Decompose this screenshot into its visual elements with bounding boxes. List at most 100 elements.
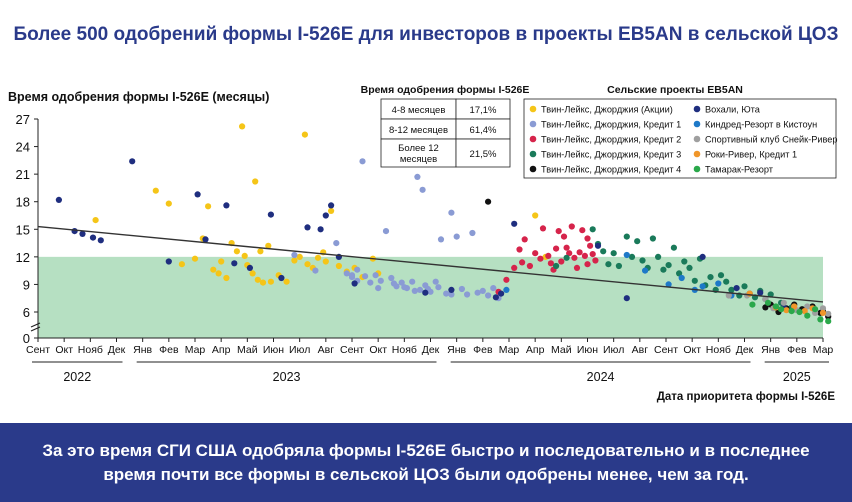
legend-label: Твин-Лейкс, Джорджия, Кредит 3 bbox=[541, 150, 681, 160]
x-tick-label: Сент bbox=[654, 344, 678, 356]
data-point bbox=[576, 249, 583, 256]
y-tick-label: 18 bbox=[16, 195, 30, 210]
data-point bbox=[532, 250, 539, 257]
data-point bbox=[655, 253, 662, 260]
x-tick-label: Дек bbox=[736, 344, 754, 356]
data-point bbox=[367, 279, 374, 286]
legend-label: Тамарак-Резорт bbox=[705, 165, 774, 175]
data-point bbox=[333, 240, 340, 247]
legend-marker bbox=[693, 105, 701, 113]
x-tick-label: Июл bbox=[289, 344, 310, 356]
data-point bbox=[419, 186, 426, 193]
data-point bbox=[129, 158, 136, 165]
data-point bbox=[660, 266, 667, 273]
data-point bbox=[665, 262, 672, 269]
data-point bbox=[205, 203, 212, 210]
data-point bbox=[566, 250, 573, 257]
data-point bbox=[553, 262, 560, 270]
data-point bbox=[490, 285, 497, 292]
data-point bbox=[304, 224, 311, 231]
x-tick-label: Окт bbox=[369, 344, 387, 356]
data-point bbox=[526, 262, 534, 270]
data-point bbox=[725, 292, 732, 299]
footer-text: За это время СГИ США одобряла формы I-52… bbox=[42, 440, 810, 484]
table-row-value: 17,1% bbox=[470, 105, 497, 116]
data-point bbox=[699, 283, 706, 290]
legend-marker bbox=[693, 150, 701, 158]
table-row-label: 4-8 месяцев bbox=[392, 105, 446, 116]
y-axis-title: Время одобрения формы I-526E (месяцы) bbox=[8, 90, 269, 104]
data-point bbox=[448, 209, 455, 216]
data-point bbox=[558, 258, 565, 265]
data-point bbox=[511, 264, 518, 271]
data-point bbox=[194, 191, 201, 198]
data-point bbox=[628, 253, 636, 260]
data-point bbox=[783, 307, 790, 314]
data-point bbox=[416, 286, 424, 293]
data-point bbox=[678, 274, 685, 282]
data-point bbox=[749, 301, 756, 308]
table-row-label: Более 12 bbox=[398, 143, 439, 154]
data-point bbox=[239, 123, 246, 130]
data-point bbox=[231, 260, 238, 267]
data-point bbox=[571, 254, 578, 261]
legend-label: Твин-Лейкс, Джорджия, Кредит 2 bbox=[541, 135, 681, 145]
data-point bbox=[55, 196, 63, 203]
x-tick-label: Окт bbox=[683, 344, 701, 356]
data-point bbox=[516, 246, 523, 253]
data-point bbox=[791, 303, 798, 310]
data-point bbox=[623, 295, 630, 302]
legend-marker bbox=[529, 120, 537, 128]
x-tick-label: Нояб bbox=[392, 344, 417, 356]
year-label: 2022 bbox=[63, 370, 91, 384]
data-point bbox=[519, 259, 526, 266]
x-tick-label: Сент bbox=[26, 344, 50, 356]
data-point bbox=[555, 228, 562, 235]
data-point bbox=[249, 270, 256, 277]
data-point bbox=[448, 286, 455, 293]
data-point bbox=[432, 278, 439, 285]
data-point bbox=[762, 304, 769, 311]
x-tick-label: Фев bbox=[159, 344, 179, 356]
data-point bbox=[733, 285, 740, 292]
data-point bbox=[296, 253, 303, 260]
data-point bbox=[202, 236, 209, 243]
data-point bbox=[314, 254, 322, 261]
data-point bbox=[246, 264, 253, 271]
data-point bbox=[354, 266, 361, 273]
x-axis-title: Дата приоритета формы I-526E bbox=[657, 391, 836, 403]
data-point bbox=[560, 233, 568, 240]
data-point bbox=[746, 290, 753, 297]
data-point bbox=[623, 251, 630, 259]
data-point bbox=[819, 305, 827, 312]
data-point bbox=[686, 264, 693, 271]
data-point bbox=[532, 212, 539, 219]
data-point bbox=[691, 277, 698, 284]
x-tick-label: Дек bbox=[422, 344, 440, 356]
data-point bbox=[411, 287, 418, 294]
data-point bbox=[584, 261, 591, 268]
data-point bbox=[401, 284, 408, 291]
x-tick-label: Мар bbox=[185, 344, 206, 356]
data-point bbox=[362, 273, 369, 280]
data-point bbox=[788, 308, 795, 315]
data-point bbox=[304, 261, 311, 268]
legend-marker bbox=[529, 105, 537, 113]
data-point bbox=[503, 286, 510, 293]
scatter-chart: 0 6 9 12 15 18 21 24 27 Время одобрения формы I-5… bbox=[8, 84, 838, 403]
table-title: Время одобрения формы I-526E bbox=[361, 84, 530, 96]
data-point bbox=[485, 198, 492, 205]
data-point bbox=[414, 173, 421, 180]
data-point bbox=[398, 279, 405, 286]
data-point bbox=[479, 287, 486, 294]
y-tick-label: 15 bbox=[16, 222, 30, 237]
data-point bbox=[498, 290, 505, 297]
data-point bbox=[79, 230, 86, 237]
data-point bbox=[464, 291, 471, 298]
x-tick-label: Май bbox=[551, 344, 572, 356]
legend-label: Твин-Лейкс, Джорджия, Кредит 1 bbox=[541, 120, 681, 130]
x-tick-label: Нояб bbox=[706, 344, 731, 356]
data-point bbox=[312, 267, 319, 274]
x-tick-label: Июн bbox=[577, 344, 598, 356]
y-tick-label: 0 bbox=[23, 331, 30, 346]
